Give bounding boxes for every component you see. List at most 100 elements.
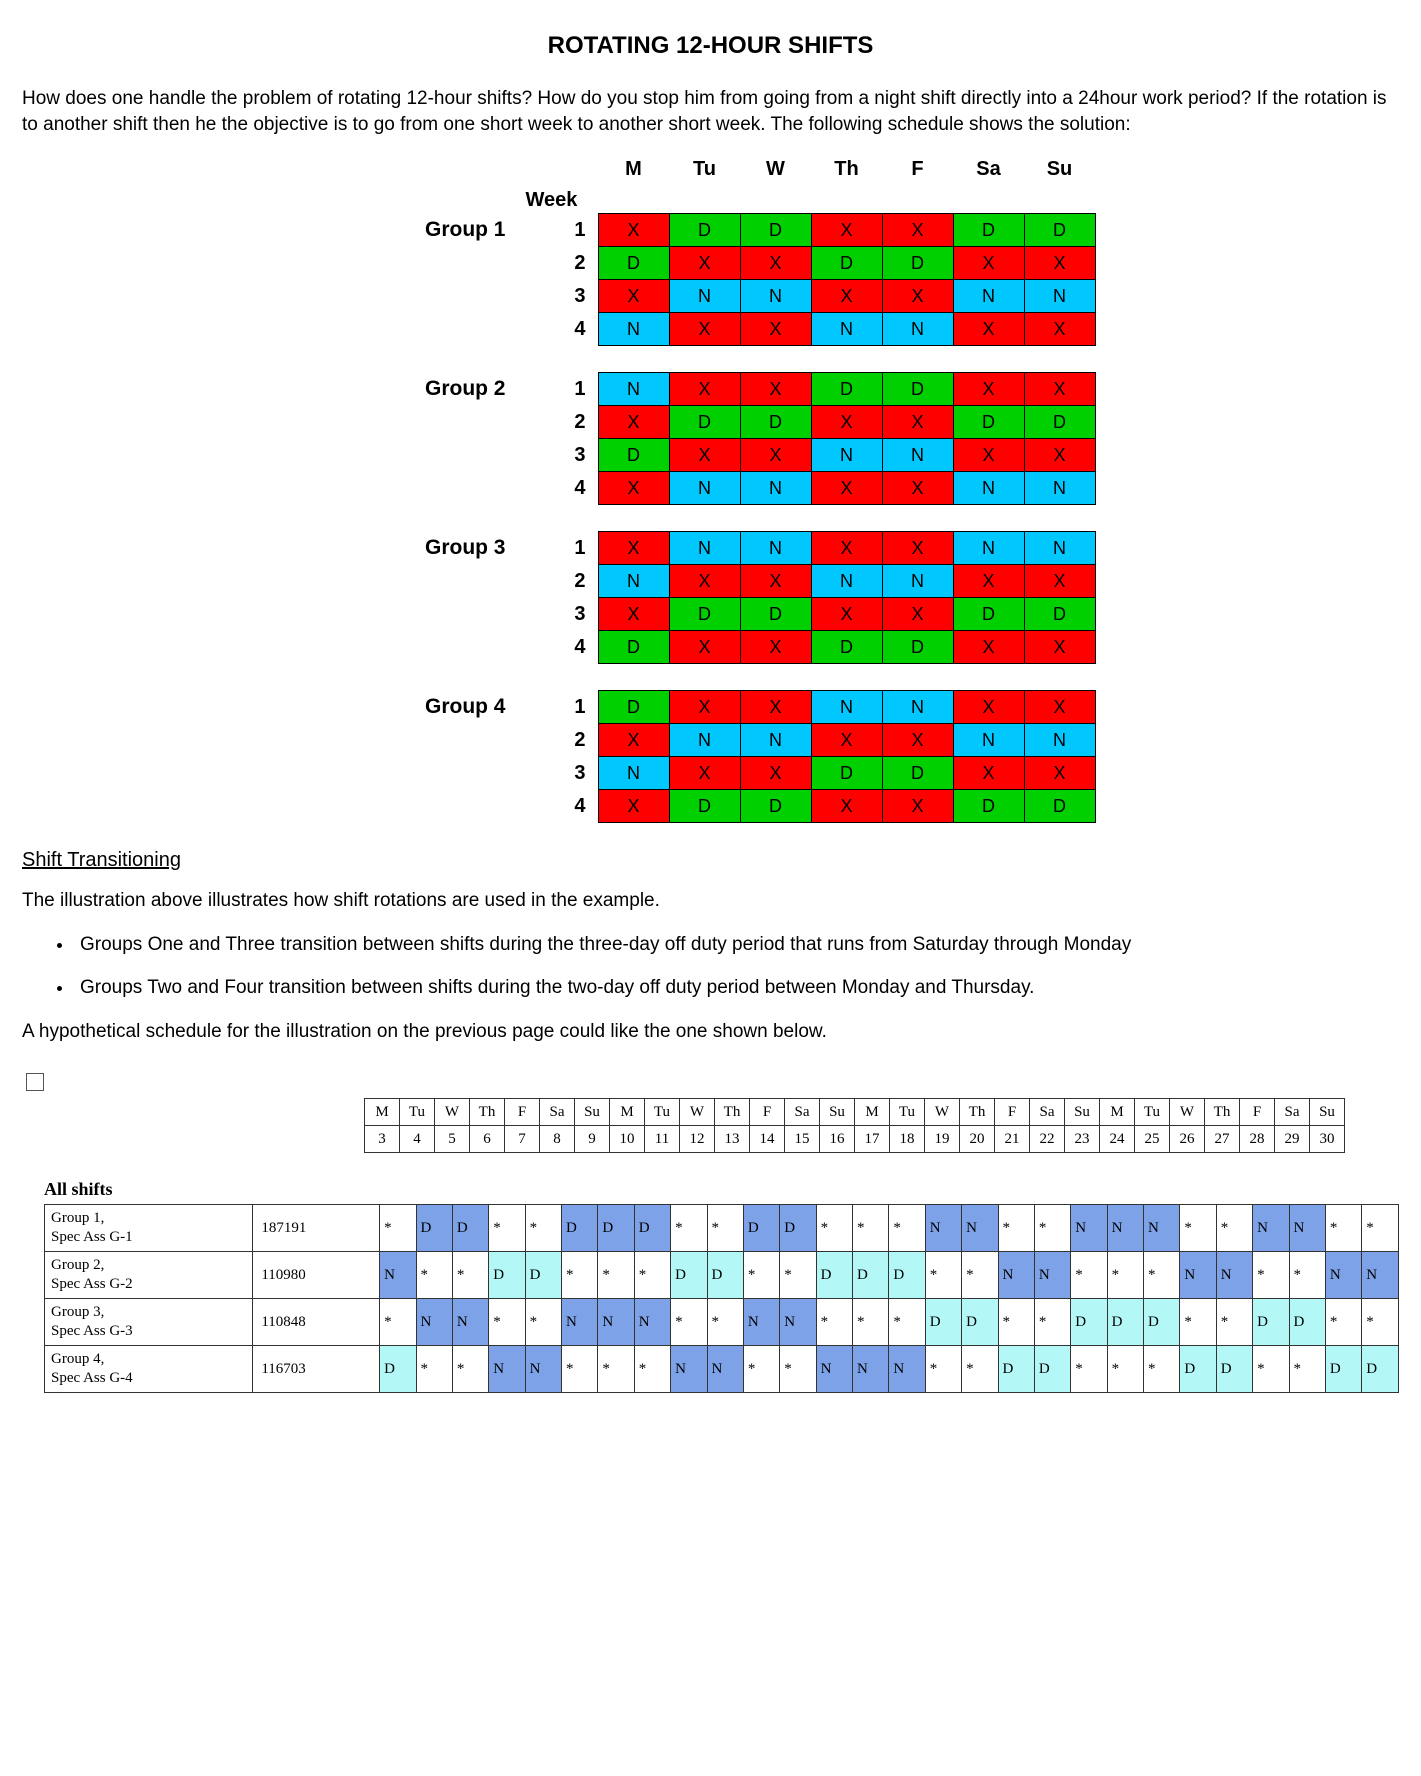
hypo-cell: N <box>598 1298 634 1345</box>
cal-dow: M <box>365 1099 400 1126</box>
shift-cell: N <box>740 724 811 757</box>
shift-cell: D <box>669 214 740 247</box>
cal-date: 29 <box>1275 1126 1310 1153</box>
page: ROTATING 12-HOUR SHIFTS How does one han… <box>0 0 1421 1433</box>
hypothetical-schedule: MTuWThFSaSuMTuWThFSaSuMTuWThFSaSuMTuWThF… <box>22 1063 1399 1393</box>
shift-cell: D <box>1024 598 1095 631</box>
rotation-schedule: MTuWThFSaSuWeekGroup 11XDDXXDD2DXXDDXX3X… <box>22 156 1399 824</box>
hypo-cell: * <box>998 1298 1034 1345</box>
cal-dow: Th <box>960 1099 995 1126</box>
hypo-cell: N <box>1107 1204 1143 1251</box>
hypo-cell: D <box>1144 1298 1180 1345</box>
shift-cell: X <box>811 724 882 757</box>
hypo-cell: * <box>598 1345 634 1392</box>
hypo-cell: N <box>780 1298 816 1345</box>
hypo-cell: D <box>416 1204 452 1251</box>
hypo-cell: * <box>925 1345 961 1392</box>
hypo-cell: * <box>707 1298 743 1345</box>
hypo-cell: * <box>743 1251 779 1298</box>
shift-cell: D <box>669 790 740 823</box>
shift-cell: N <box>953 280 1024 313</box>
hypo-cell: N <box>1253 1204 1289 1251</box>
shift-cell: X <box>953 757 1024 790</box>
shift-cell: N <box>669 724 740 757</box>
cal-date: 3 <box>365 1126 400 1153</box>
placeholder-icon <box>26 1073 44 1091</box>
cal-dow: Tu <box>890 1099 925 1126</box>
cal-date: 21 <box>995 1126 1030 1153</box>
bullet-item: Groups Two and Four transition between s… <box>74 975 1399 1001</box>
hypo-cell: D <box>671 1251 707 1298</box>
hypo-cell: * <box>562 1251 598 1298</box>
shift-cell: D <box>811 247 882 280</box>
hypo-cell: D <box>380 1345 416 1392</box>
hypo-cell: N <box>1144 1204 1180 1251</box>
cal-dow: F <box>995 1099 1030 1126</box>
hypo-cell: * <box>1107 1251 1143 1298</box>
hypo-cell: N <box>1034 1251 1070 1298</box>
hypo-cell: D <box>1289 1298 1325 1345</box>
shift-cell: D <box>598 691 669 724</box>
shift-cell: X <box>882 598 953 631</box>
day-header: Su <box>1024 156 1095 187</box>
hypo-cell: * <box>1325 1298 1361 1345</box>
shift-cell: X <box>598 532 669 565</box>
hypo-cell: D <box>853 1251 889 1298</box>
cal-date: 14 <box>750 1126 785 1153</box>
shift-cell: X <box>953 313 1024 346</box>
shift-cell: X <box>669 247 740 280</box>
day-header: Sa <box>953 156 1024 187</box>
cal-date: 10 <box>610 1126 645 1153</box>
hypo-cell: D <box>925 1298 961 1345</box>
cal-date: 7 <box>505 1126 540 1153</box>
hypothetical-table: Group 1,Spec Ass G-1187191*DD**DDD**DD**… <box>44 1204 1399 1393</box>
shift-cell: X <box>882 280 953 313</box>
hypo-group-name: Group 3,Spec Ass G-3 <box>45 1298 253 1345</box>
shift-cell: X <box>669 439 740 472</box>
hypo-cell: N <box>671 1345 707 1392</box>
cal-dow: M <box>610 1099 645 1126</box>
shift-cell: X <box>669 313 740 346</box>
group-label <box>326 472 526 505</box>
shift-cell: X <box>669 373 740 406</box>
group-label: Group 4 <box>326 691 526 724</box>
hypo-cell: N <box>1216 1251 1252 1298</box>
shift-cell: X <box>811 532 882 565</box>
shift-cell: D <box>882 757 953 790</box>
cal-date: 15 <box>785 1126 820 1153</box>
shift-cell: X <box>598 598 669 631</box>
hypo-cell: * <box>1180 1298 1216 1345</box>
shift-cell: X <box>1024 691 1095 724</box>
shift-cell: X <box>740 439 811 472</box>
hypo-cell: * <box>816 1298 852 1345</box>
hypo-cell: * <box>562 1345 598 1392</box>
day-header: M <box>598 156 669 187</box>
shift-cell: N <box>811 439 882 472</box>
shift-cell: N <box>740 472 811 505</box>
week-number: 2 <box>526 565 599 598</box>
shift-cell: X <box>740 691 811 724</box>
hypo-cell: * <box>925 1251 961 1298</box>
hypo-cell: * <box>634 1345 670 1392</box>
shift-cell: D <box>953 790 1024 823</box>
cal-dow: F <box>750 1099 785 1126</box>
hypo-cell: D <box>452 1204 488 1251</box>
shift-cell: D <box>740 406 811 439</box>
cal-date: 17 <box>855 1126 890 1153</box>
shift-cell: X <box>882 532 953 565</box>
calendar-header-table: MTuWThFSaSuMTuWThFSaSuMTuWThFSaSuMTuWThF… <box>364 1098 1345 1153</box>
hypo-cell: D <box>743 1204 779 1251</box>
shift-cell: X <box>598 472 669 505</box>
cal-dow: Th <box>1205 1099 1240 1126</box>
hypo-cell: * <box>816 1204 852 1251</box>
hypo-cell: N <box>853 1345 889 1392</box>
shift-cell: N <box>882 691 953 724</box>
week-number: 4 <box>526 631 599 664</box>
hypo-cell: D <box>1034 1345 1070 1392</box>
hypo-cell: * <box>452 1251 488 1298</box>
cal-dow: Su <box>820 1099 855 1126</box>
shift-cell: X <box>953 631 1024 664</box>
hypo-cell: N <box>1325 1251 1361 1298</box>
cal-date: 20 <box>960 1126 995 1153</box>
hypo-cell: N <box>925 1204 961 1251</box>
